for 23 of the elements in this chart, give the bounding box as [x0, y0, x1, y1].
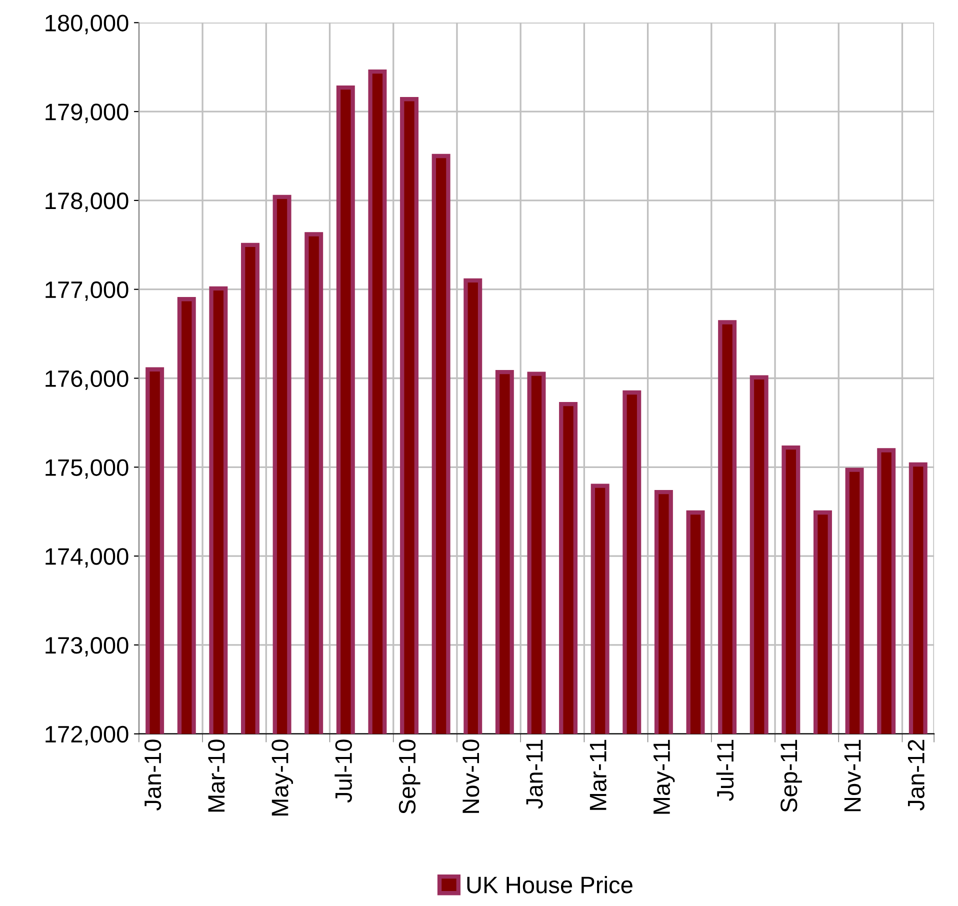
x-tick-label: Sep-10 — [398, 740, 420, 814]
x-tick-label: May-10 — [272, 740, 294, 816]
x-tick-label: Nov-11 — [844, 740, 861, 812]
y-tick-label: 174,000 — [46, 548, 128, 568]
y-tick-label: 180,000 — [46, 14, 128, 34]
y-tick-label: 176,000 — [46, 370, 128, 390]
legend-label: UK House Price — [467, 876, 632, 894]
x-tick-label: Sep-11 — [780, 740, 802, 812]
x-tick-label: Jul-10 — [334, 740, 352, 803]
y-tick-label: 179,000 — [46, 104, 128, 124]
x-tick-label: Nov-10 — [462, 740, 480, 813]
x-tick-label: Mar-10 — [208, 740, 225, 812]
x-tick-label: May-11 — [654, 740, 675, 814]
x-tick-label: Jan-10 — [144, 740, 162, 811]
y-tick-label: 177,000 — [46, 281, 128, 301]
x-tick-label: Jan-11 — [526, 740, 543, 809]
y-tick-label: 172,000 — [46, 726, 128, 746]
x-tick-label: Jul-11 — [716, 740, 734, 801]
y-tick-label: 173,000 — [46, 637, 128, 657]
y-tick-label: 175,000 — [46, 459, 128, 479]
x-tick-label: Jan-12 — [908, 740, 924, 811]
x-tick-label: Mar-11 — [590, 740, 606, 810]
y-tick-label: 178,000 — [46, 192, 128, 212]
